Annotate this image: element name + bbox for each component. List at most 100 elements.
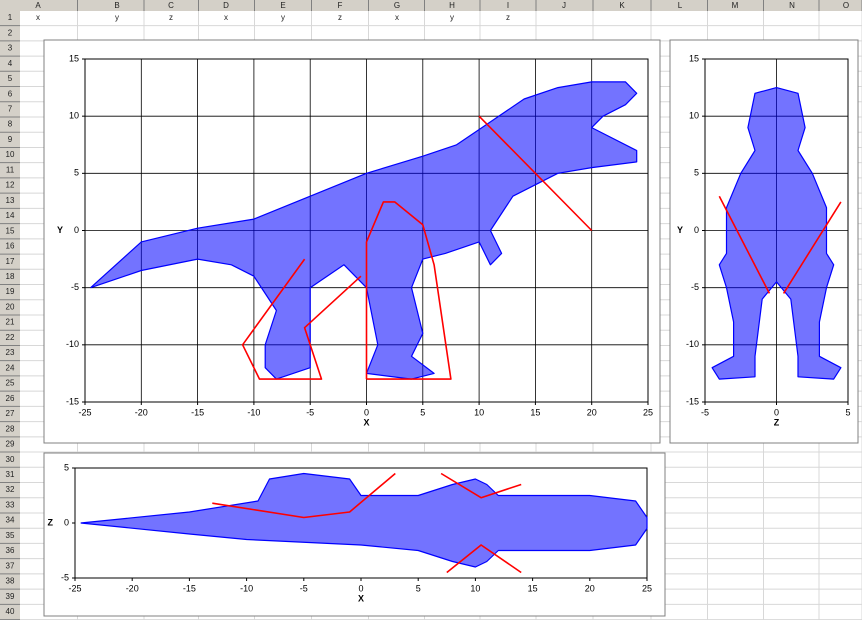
- guide-line: [241, 115, 593, 380]
- row-number[interactable]: 39: [6, 592, 15, 601]
- y-tick-label: -15: [66, 396, 79, 406]
- row-number[interactable]: 16: [6, 242, 15, 251]
- row-number[interactable]: 5: [8, 74, 13, 83]
- column-letter[interactable]: I: [507, 1, 509, 10]
- cell-text[interactable]: y: [115, 13, 119, 22]
- x-tick-label: 25: [642, 583, 652, 593]
- row-number[interactable]: 38: [6, 577, 15, 586]
- cell-text[interactable]: y: [281, 13, 285, 22]
- row-number[interactable]: 22: [6, 333, 15, 342]
- row-number[interactable]: 2: [8, 28, 13, 37]
- row-number[interactable]: 7: [8, 104, 13, 113]
- row-number[interactable]: 6: [8, 89, 13, 98]
- y-tick-label: 0: [64, 517, 69, 527]
- column-letter[interactable]: E: [280, 1, 285, 10]
- row-number[interactable]: 32: [6, 485, 15, 494]
- x-tick-label: -20: [126, 583, 139, 593]
- x-tick-label: 5: [420, 407, 425, 417]
- row-number[interactable]: 21: [6, 318, 15, 327]
- y-tick-label: -5: [61, 572, 69, 582]
- row-number[interactable]: 1: [8, 13, 13, 22]
- column-letter[interactable]: B: [114, 1, 119, 10]
- column-letter[interactable]: H: [449, 1, 455, 10]
- row-number[interactable]: 18: [6, 272, 15, 281]
- row-number[interactable]: 11: [6, 165, 15, 174]
- x-tick-label: -5: [300, 583, 308, 593]
- x-tick-label: 5: [845, 407, 850, 417]
- row-number[interactable]: 30: [6, 455, 15, 464]
- row-number[interactable]: 25: [6, 379, 15, 388]
- row-number[interactable]: 3: [8, 44, 13, 53]
- x-tick-label: -20: [135, 407, 148, 417]
- row-number[interactable]: 24: [6, 363, 15, 372]
- column-letter[interactable]: L: [678, 1, 683, 10]
- charts: -25 -20 -15 -10 -5 0 5 10 15 20 25 -15 -10 -5 0 5 10 15 X Y…: [43, 39, 859, 617]
- cell-text[interactable]: x: [36, 13, 40, 22]
- column-letter[interactable]: C: [168, 1, 174, 10]
- row-number[interactable]: 13: [6, 196, 15, 205]
- model-outline: [80, 472, 648, 568]
- x-tick-label: -5: [306, 407, 314, 417]
- row-number[interactable]: 33: [6, 500, 15, 509]
- row-number[interactable]: 8: [8, 120, 13, 129]
- row-number[interactable]: 23: [6, 348, 15, 357]
- cell-text[interactable]: x: [224, 13, 228, 22]
- row-number[interactable]: 10: [6, 150, 15, 159]
- x-tick-label: 0: [364, 407, 369, 417]
- x-tick-label: -10: [247, 407, 260, 417]
- row-number[interactable]: 35: [6, 531, 15, 540]
- chart: -25 -20 -15 -10 -5 0 5 10 15 20 25 -15 -10 -5 0 5 10 15 X Y: [43, 39, 661, 444]
- row-number[interactable]: 4: [8, 59, 13, 68]
- row-number[interactable]: 36: [6, 546, 15, 555]
- guide-line: [212, 472, 522, 574]
- row-number[interactable]: 27: [6, 409, 15, 418]
- y-tick-label: 0: [74, 225, 79, 235]
- row-number[interactable]: 20: [6, 302, 15, 311]
- row-number[interactable]: 9: [8, 135, 13, 144]
- x-tick-label: -15: [183, 583, 196, 593]
- column-letter[interactable]: F: [338, 1, 343, 10]
- row-number[interactable]: 19: [6, 287, 15, 296]
- row-number[interactable]: 40: [6, 607, 15, 616]
- guide-line: [718, 195, 842, 294]
- row-number[interactable]: 28: [6, 424, 15, 433]
- row-number[interactable]: 26: [6, 394, 15, 403]
- cell-text[interactable]: y: [450, 13, 454, 22]
- x-tick-label: -15: [191, 407, 204, 417]
- row-number[interactable]: 14: [6, 211, 15, 220]
- column-letter[interactable]: D: [223, 1, 229, 10]
- cell-text[interactable]: z: [338, 13, 342, 22]
- y-tick-label: 5: [74, 168, 79, 178]
- row-number[interactable]: 17: [6, 257, 15, 266]
- x-tick-label: 0: [774, 407, 779, 417]
- x-axis-label: Z: [774, 417, 780, 427]
- column-letter[interactable]: A: [35, 1, 41, 10]
- column-letter[interactable]: N: [789, 1, 795, 10]
- column-letter[interactable]: J: [562, 1, 566, 10]
- column-letter[interactable]: G: [394, 1, 400, 10]
- row-number[interactable]: 12: [6, 181, 15, 190]
- row-number[interactable]: 31: [6, 470, 15, 479]
- column-letter[interactable]: M: [732, 1, 739, 10]
- column-letter[interactable]: O: [843, 1, 849, 10]
- x-tick-label: 15: [530, 407, 540, 417]
- cell-text[interactable]: z: [169, 13, 173, 22]
- x-tick-label: -25: [78, 407, 91, 417]
- row-number[interactable]: 29: [6, 440, 15, 449]
- cell-text[interactable]: z: [506, 13, 510, 22]
- y-tick-label: -5: [691, 282, 699, 292]
- y-axis-label: Y: [57, 225, 63, 235]
- column-letter[interactable]: K: [619, 1, 625, 10]
- y-tick-label: 0: [694, 225, 699, 235]
- x-axis-label: X: [363, 417, 369, 427]
- y-tick-label: 15: [689, 53, 699, 63]
- cell-text[interactable]: x: [395, 13, 399, 22]
- row-number[interactable]: 15: [6, 226, 15, 235]
- y-tick-label: 10: [69, 111, 79, 121]
- row-number[interactable]: 34: [6, 516, 15, 525]
- x-tick-label: -10: [240, 583, 253, 593]
- y-tick-label: -10: [686, 339, 699, 349]
- y-axis-label: Y: [677, 225, 683, 235]
- row-number[interactable]: 37: [6, 561, 15, 570]
